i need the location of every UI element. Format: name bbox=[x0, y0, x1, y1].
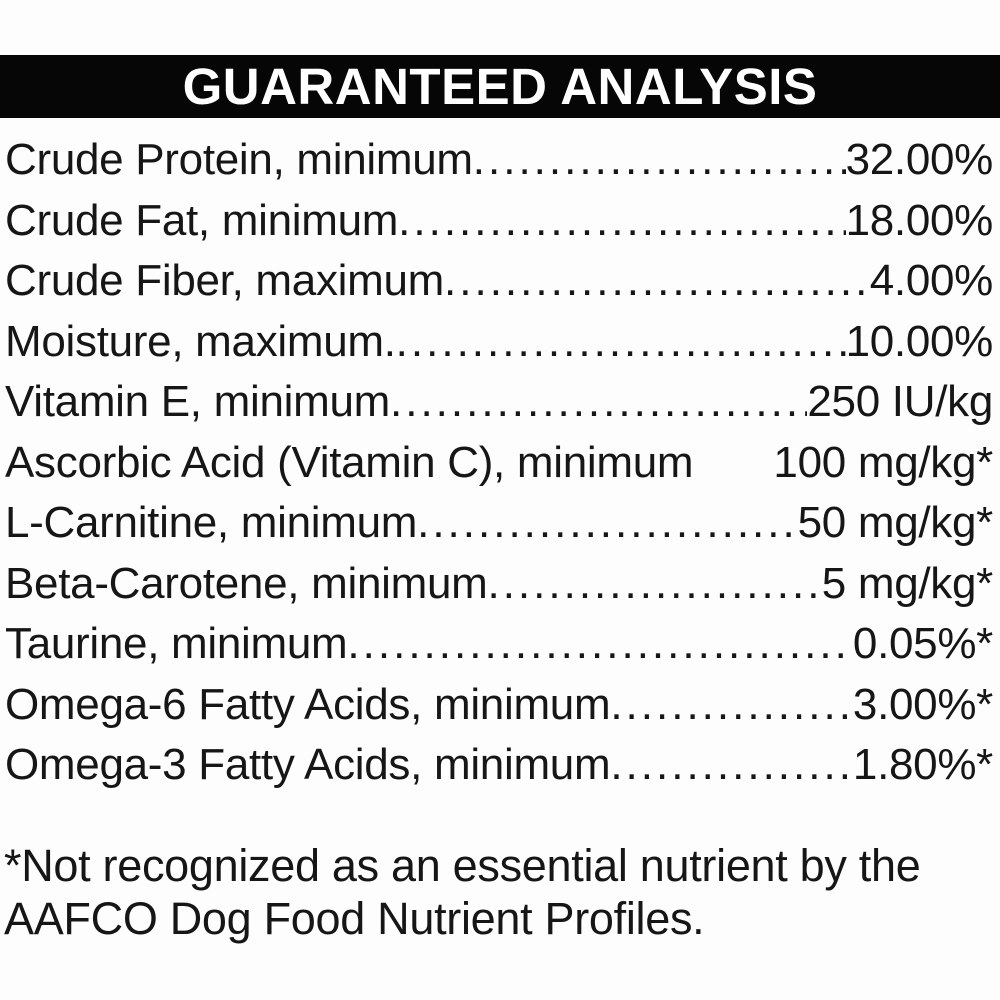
nutrient-value: 10.00% bbox=[845, 316, 994, 366]
dot-leader: ........................................… bbox=[472, 135, 846, 184]
nutrient-value: 3.00%* bbox=[852, 679, 993, 729]
nutrient-label: Crude Fiber, maximum bbox=[5, 256, 445, 305]
dot-leader: ........................................… bbox=[444, 256, 870, 305]
dot-leader: ........................................… bbox=[390, 377, 807, 426]
nutrient-row: Crude Protein, minimum .................… bbox=[5, 130, 993, 191]
nutrient-row: Crude Fat, minimum .....................… bbox=[5, 191, 993, 252]
nutrient-label: Vitamin E, minimum bbox=[5, 377, 390, 426]
nutrient-value: 32.00% bbox=[845, 135, 994, 184]
panel-title: GUARANTEED ANALYSIS bbox=[182, 58, 818, 115]
nutrient-value: 0.05%* bbox=[852, 619, 993, 668]
header-bar: GUARANTEED ANALYSIS bbox=[0, 55, 1000, 118]
dot-leader: ........................................… bbox=[417, 498, 798, 547]
dot-leader: ........................................… bbox=[398, 195, 845, 245]
nutrient-value: 4.00% bbox=[869, 256, 994, 305]
nutrient-row: Omega-3 Fatty Acids, minimum ...........… bbox=[5, 735, 993, 796]
nutrient-label: Omega-3 Fatty Acids, minimum bbox=[5, 740, 611, 789]
nutrient-row: Beta-Carotene, minimum .................… bbox=[5, 554, 993, 615]
nutrient-row: Moisture, maximum. .....................… bbox=[5, 312, 993, 373]
footnote-line-1: *Not recognized as an essential nutrient… bbox=[4, 840, 921, 891]
nutrient-value: 250 IU/kg bbox=[807, 377, 993, 426]
nutrient-row: L-Carnitine, minimum ...................… bbox=[5, 493, 993, 554]
nutrient-label: Ascorbic Acid (Vitamin C), minimum bbox=[5, 437, 694, 487]
dot-leader: ........................................… bbox=[395, 316, 846, 366]
nutrient-label: Crude Fat, minimum bbox=[5, 195, 399, 245]
dot-leader: ........................................… bbox=[347, 619, 852, 668]
nutrient-value: 5 mg/kg* bbox=[821, 558, 994, 608]
footnote-line-2: AAFCO Dog Food Nutrient Profiles. bbox=[4, 892, 705, 944]
nutrient-row: Vitamin E, minimum .....................… bbox=[5, 372, 993, 433]
nutrient-label: Moisture, maximum. bbox=[5, 316, 396, 366]
dot-leader: ........................................… bbox=[610, 740, 853, 789]
nutrient-value: 100 mg/kg* bbox=[773, 437, 993, 487]
nutrient-value: 1.80%* bbox=[852, 740, 993, 789]
nutrient-row: Taurine, minimum .......................… bbox=[5, 614, 993, 675]
nutrient-table: Crude Protein, minimum .................… bbox=[5, 130, 993, 796]
nutrient-label: Crude Protein, minimum bbox=[5, 135, 473, 184]
nutrient-value: 50 mg/kg* bbox=[797, 498, 994, 547]
nutrient-label: L-Carnitine, minimum bbox=[5, 498, 418, 547]
nutrient-label: Omega-6 Fatty Acids, minimum bbox=[5, 679, 611, 729]
nutrient-row: Ascorbic Acid (Vitamin C), minimum 100 m… bbox=[5, 433, 993, 494]
nutrient-row: Crude Fiber, maximum ...................… bbox=[5, 251, 993, 312]
dot-leader: ........................................… bbox=[487, 558, 822, 608]
nutrient-label: Beta-Carotene, minimum bbox=[5, 558, 488, 608]
nutrient-label: Taurine, minimum bbox=[5, 619, 348, 668]
footnote: *Not recognized as an essential nutrient… bbox=[4, 840, 993, 945]
dot-leader: ........................................… bbox=[610, 679, 853, 729]
nutrient-row: Omega-6 Fatty Acids, minimum ...........… bbox=[5, 675, 993, 736]
nutrient-value: 18.00% bbox=[845, 195, 994, 245]
